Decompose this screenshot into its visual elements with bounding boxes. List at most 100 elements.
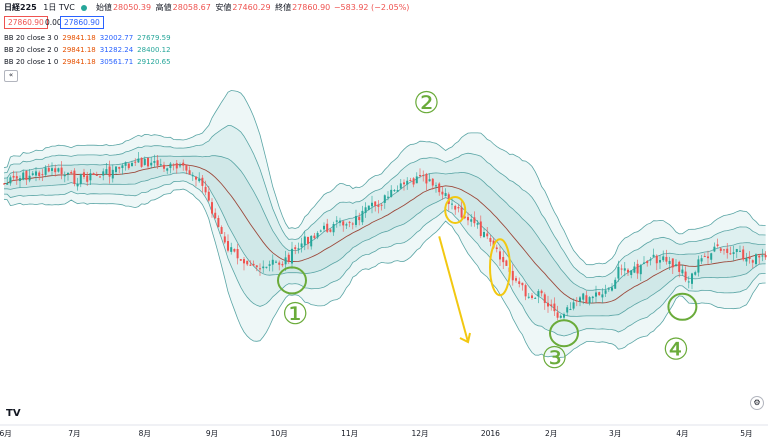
annotation-number: ② [413,86,440,121]
candle-body [41,174,44,176]
open-label: 始値 [95,3,112,12]
x-tick-label: 6月 [0,429,12,438]
candle-body [425,173,428,184]
candle-body [438,183,441,193]
bb-lower-line [3,90,766,266]
candle-body [655,255,658,264]
candle-body [377,204,380,207]
candle-body [483,231,485,238]
candle-body [95,174,98,176]
change-value: −583.92 (−2.05%) [333,3,410,12]
candle-body [361,210,364,223]
candle-body [121,165,124,169]
highlight-circle [667,292,698,321]
candle-body [262,266,265,269]
candle-body [435,185,437,187]
candle-body [233,248,236,252]
bb-basis: 29841.18 [62,58,96,66]
candle-body [473,217,476,224]
candle-body [76,183,79,187]
bb-label: BB 20 close 3 0 [4,34,59,42]
candle-body [268,264,271,266]
candle-body [140,157,143,167]
settings-icon[interactable]: ⚙ [750,396,764,410]
candle-body [428,179,431,182]
sell-price-box[interactable]: 27860.90 [4,16,48,29]
trend-arrow-head [459,332,471,344]
collapse-legend-icon[interactable]: « [4,70,18,82]
candle-body [396,190,399,192]
candle-body [479,221,482,237]
candle-body [687,281,690,283]
candle-body [502,256,505,263]
bb-row-3[interactable]: BB 20 close 3 0 29841.18 32002.77 27679.59 [4,34,171,42]
candle-body [163,164,165,169]
symbol-name[interactable]: 日経225 [4,3,37,12]
candle-body [156,160,159,166]
candle-body [409,179,412,181]
candle-body [515,278,517,281]
candle-body [47,167,50,172]
candle-body [255,265,258,268]
close-label: 終値 [275,3,292,12]
candle-body [729,253,732,255]
bb-upper: 32002.77 [99,34,134,42]
candle-body [131,162,133,167]
x-tick-label: 11月 [341,429,358,438]
bb1-fill [4,155,766,317]
candle-body [572,302,575,309]
candle-body [118,167,121,169]
candle-body [326,223,329,232]
candle-body [681,269,684,274]
tradingview-logo-icon[interactable]: TV [6,408,21,419]
candle-body [22,172,25,180]
candle-body [102,171,105,176]
candle-body [659,260,661,263]
candle-body [671,258,674,268]
candle-body [639,265,642,275]
candle-body [351,223,354,225]
candle-body [457,207,460,209]
candle-body [751,260,754,263]
interval[interactable]: 1日 [43,3,57,12]
candle-body [476,223,479,225]
candle-body [6,183,9,185]
candle-body [348,221,351,223]
candle-body [73,170,76,184]
candle-body [563,314,565,318]
bb-row-1[interactable]: BB 20 close 1 0 29841.18 30561.71 29120.65 [4,58,171,66]
candle-body [214,212,217,219]
candle-body [511,270,514,281]
candle-body [521,282,524,286]
candle-body [406,180,409,185]
candle-body [569,309,572,311]
candle-body [591,296,594,299]
candle-body [364,207,367,213]
candle-body [399,183,402,189]
candle-body [627,269,629,273]
candle-body [390,189,393,197]
candle-body [697,259,700,273]
candle-body [28,175,31,181]
chart-header: 日経225 1日 TVC 始値28050.39 高値28058.67 安値274… [4,2,409,13]
candle-body [265,266,268,268]
highlight-circle [444,196,467,224]
candle-body [607,288,610,290]
candle-body [588,297,591,304]
candle-body [441,191,444,195]
buy-price-box[interactable]: 27860.90 [60,16,104,29]
candle-body [86,175,89,182]
candle-body [67,172,69,175]
x-tick-label: 10月 [271,429,288,438]
x-tick-label: 2月 [545,429,557,438]
bb-row-2[interactable]: BB 20 close 2 0 29841.18 31282.24 28400.12 [4,46,171,54]
x-tick-label: 5月 [740,429,752,438]
candle-body [51,168,53,171]
high-value: 28058.67 [172,3,211,12]
candle-body [188,170,191,175]
candle-body [486,233,489,237]
candle-body [419,175,421,177]
candle-body [150,162,153,166]
candle-body [524,285,527,297]
